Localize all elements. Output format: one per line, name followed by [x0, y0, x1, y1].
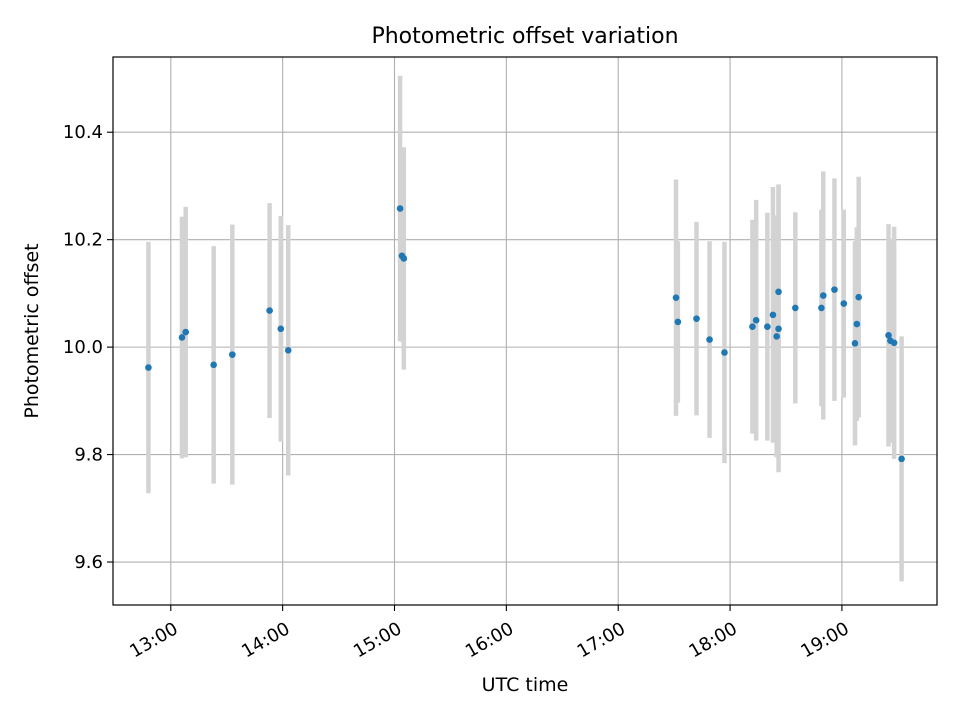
data-point	[840, 300, 848, 307]
data-point	[182, 328, 190, 336]
data-point	[769, 311, 777, 319]
data-point	[396, 205, 404, 212]
data-point	[674, 318, 682, 326]
data-point	[145, 364, 152, 371]
data-point	[885, 331, 892, 339]
data-point	[178, 334, 186, 341]
data-point	[284, 347, 292, 354]
y-tick-label: 9.8	[74, 445, 103, 466]
data-point	[792, 304, 799, 312]
chart-title: Photometric offset variation	[371, 24, 678, 49]
data-point	[773, 333, 780, 340]
data-point	[752, 316, 760, 324]
data-point	[277, 325, 285, 333]
y-tick-label: 9.6	[74, 552, 103, 573]
data-point	[400, 255, 408, 262]
data-point	[890, 339, 898, 347]
data-point	[764, 323, 771, 331]
data-point	[749, 323, 756, 331]
data-point	[898, 455, 905, 463]
data-point	[775, 325, 782, 333]
data-point	[721, 349, 728, 356]
x-axis-label: UTC time	[482, 674, 569, 696]
y-tick-label: 10.2	[63, 230, 103, 251]
plot-frame	[112, 56, 938, 606]
data-point	[853, 320, 861, 328]
y-tick-label: 10.4	[63, 122, 103, 143]
data-point	[706, 336, 713, 343]
y-tick-label: 10.0	[63, 337, 103, 358]
data-point	[818, 304, 825, 312]
data-point	[672, 294, 680, 301]
data-point	[210, 361, 217, 369]
data-point	[851, 340, 859, 347]
data-point	[229, 351, 236, 358]
data-point	[855, 293, 863, 301]
y-axis-ticks: 9.6 9.8 10.0 10.2 10.4	[63, 122, 113, 573]
data-points	[145, 205, 905, 463]
data-point	[693, 315, 700, 322]
data-point	[831, 286, 838, 293]
y-axis-label: Photometric offset	[21, 243, 43, 418]
data-point	[775, 288, 782, 296]
data-point	[819, 292, 827, 299]
grid-lines	[113, 57, 937, 605]
data-point	[266, 307, 273, 314]
